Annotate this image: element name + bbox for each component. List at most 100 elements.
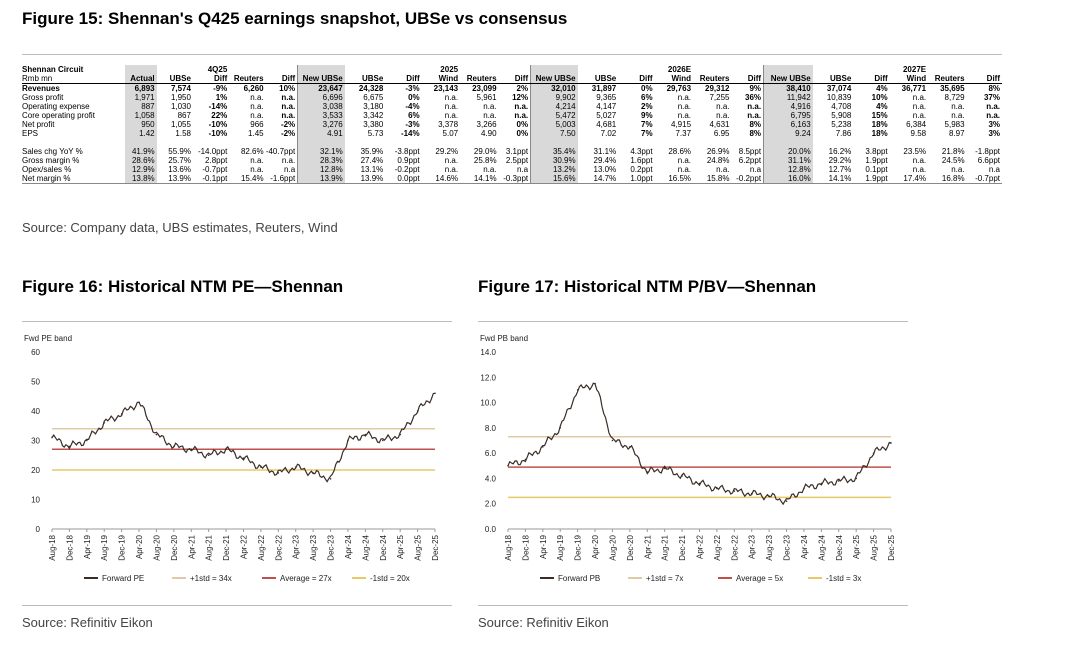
table-cell: 32,010 — [530, 83, 578, 93]
spacer-cell — [345, 138, 386, 147]
table-cell: 6,675 — [363, 93, 384, 102]
column-header: Reuters — [928, 74, 967, 84]
data-point — [68, 445, 71, 448]
period-header-cell — [297, 65, 345, 74]
x-tick-label: Aug-20 — [608, 534, 617, 560]
table-header-periods: Shennan Circuit 4Q25 2025 2026E 2027E — [22, 65, 1002, 74]
table-cell: n.a. — [250, 111, 264, 120]
table-cell: 22% — [211, 111, 228, 120]
table-row: Operating expense 887 1,030 -14% n.a. n.a. 3,0… — [22, 102, 1002, 111]
table-cell: 0.2ppt — [630, 165, 653, 174]
table-cell: -0.1ppt — [192, 174, 230, 184]
table-cell: 28.6% — [124, 156, 157, 165]
table-cell: 966 — [250, 120, 264, 129]
x-tick-label: Apr-20 — [591, 534, 600, 559]
table-row: Core operating profit 1,058 867 22% n.a. n.a.… — [22, 111, 1002, 120]
table-cell: 24.5% — [941, 156, 965, 165]
table-cell: 14.1% — [812, 174, 854, 184]
table-cell: n.a. — [281, 93, 296, 102]
table-cell: 7.37 — [675, 129, 692, 138]
row-label: Revenues — [22, 84, 60, 93]
table-cell: 4,915 — [671, 120, 692, 129]
pb-band-chart: Fwd PB band 0.0 2.0 4.0 6.0 8.0 10.0 12.0 14.0 Au… — [480, 334, 896, 583]
spacer-cell — [499, 138, 531, 147]
table-cell: 5,961 — [476, 93, 497, 102]
spacer-cell — [157, 138, 193, 147]
table-cell: 1.0ppt — [618, 174, 655, 184]
data-point — [629, 446, 631, 448]
table-header-columns: Rmb mn Actual UBSe Diff Reuters Diff New UBSe U… — [22, 74, 1002, 84]
table-cell: -3% — [405, 120, 420, 129]
table-cell: 13.8% — [124, 174, 157, 184]
data-point — [716, 487, 718, 490]
table-cell: 3,342 — [363, 111, 384, 120]
period-header-cell — [266, 65, 298, 74]
data-point — [872, 452, 875, 454]
row-label: Opex/sales % — [22, 165, 72, 174]
table-cell: n.a. — [483, 111, 497, 120]
table-cell: 36,771 — [901, 84, 927, 93]
period-header-cell — [732, 65, 764, 74]
table-cell: n.a. — [250, 165, 264, 174]
period-header-cell — [693, 65, 731, 74]
x-tick-label: Aug-19 — [556, 534, 565, 560]
table-cell: 35,695 — [940, 84, 965, 93]
data-point — [890, 442, 892, 444]
table-cell: 55.9% — [168, 147, 191, 156]
table-cell: 6,696 — [297, 93, 345, 102]
spacer-cell — [813, 138, 854, 147]
x-tick-label: Aug-21 — [205, 534, 214, 560]
row-label: Gross profit — [22, 93, 64, 102]
figure-16-top-rule — [22, 321, 452, 322]
table-cell: -0.3ppt — [498, 174, 531, 184]
legend-label: Average = 27x — [280, 574, 332, 583]
period-header-cell — [967, 65, 1002, 74]
y-tick-label: 8.0 — [485, 424, 497, 433]
column-header: Reuters — [693, 74, 732, 84]
table-cell: n.a. — [444, 111, 459, 120]
data-point — [576, 389, 579, 391]
column-header: Diff — [192, 74, 230, 84]
data-point — [416, 410, 419, 412]
column-header: New UBSe — [763, 74, 813, 84]
table-cell: 3,533 — [297, 111, 345, 120]
table-cell: 31.1% — [763, 156, 813, 165]
table-cell: 31.1% — [593, 147, 617, 156]
column-header: Diff — [618, 74, 655, 84]
table-cell: 25.7% — [168, 156, 191, 165]
table-cell: 28.6% — [668, 147, 692, 156]
x-tick-label: Aug-22 — [257, 534, 266, 560]
table-cell: 0% — [408, 93, 420, 102]
table-cell: 13.2% — [530, 165, 578, 174]
table-row: EPS 1.42 1.58 -10% 1.45 -2% 4.91 5.73 -14% 5.07 4.… — [22, 129, 1002, 138]
table-cell: 4,147 — [596, 102, 617, 111]
table-cell: -0.2ppt — [731, 174, 764, 184]
table-cell: 10,839 — [826, 93, 852, 102]
table-cell: 6,795 — [763, 111, 813, 120]
table-cell: 1,030 — [170, 102, 191, 111]
table-cell: 4.91 — [297, 129, 345, 138]
data-point — [768, 495, 770, 497]
x-tick-label: Dec-23 — [783, 534, 792, 560]
table-cell: 12.8% — [297, 165, 345, 174]
figure-15-source: Source: Company data, UBS estimates, Reu… — [22, 220, 338, 235]
column-header: Diff — [385, 74, 422, 84]
table-cell: 38,410 — [763, 83, 813, 93]
legend-label: Forward PB — [558, 574, 600, 583]
data-point — [381, 439, 384, 442]
table-cell: 6.6ppt — [977, 156, 1000, 165]
table-row: Opex/sales % 12.9% 13.6% -0.7ppt n.a. n.a 12.8… — [22, 165, 1002, 174]
x-tick-label: Aug-18 — [504, 534, 513, 560]
column-header: Reuters — [460, 74, 499, 84]
table-cell: 6.2ppt — [738, 156, 762, 165]
table-cell: 5,003 — [530, 120, 578, 129]
earnings-table: Shennan Circuit 4Q25 2025 2026E 2027E Rmb mn A… — [22, 65, 1002, 184]
figure-16-title: Figure 16: Historical NTM PE—Shennan — [22, 277, 344, 296]
table-cell: 4,708 — [831, 102, 852, 111]
table-cell: -0.7ppt — [966, 174, 1002, 184]
table-cell: 5,027 — [596, 111, 617, 120]
y-tick-label: 4.0 — [485, 474, 497, 483]
table-row: Net margin % 13.8% 13.9% -0.1ppt 15.4% -1.6pp… — [22, 174, 1002, 184]
table-cell: 4,681 — [596, 120, 617, 129]
table-cell: n.a. — [250, 93, 264, 102]
